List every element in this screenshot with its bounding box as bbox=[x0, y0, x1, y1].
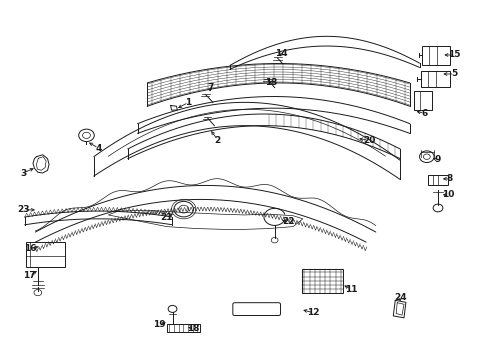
Text: 2: 2 bbox=[214, 135, 221, 144]
Text: 12: 12 bbox=[306, 308, 319, 317]
Text: 14: 14 bbox=[274, 49, 286, 58]
Text: 21: 21 bbox=[160, 213, 173, 222]
Text: 19: 19 bbox=[153, 320, 165, 329]
Text: 18: 18 bbox=[187, 324, 199, 333]
Text: 5: 5 bbox=[450, 69, 457, 78]
Text: 9: 9 bbox=[433, 155, 440, 164]
Text: 17: 17 bbox=[23, 271, 36, 280]
Text: 7: 7 bbox=[207, 83, 213, 92]
Text: 6: 6 bbox=[421, 109, 427, 118]
Text: 11: 11 bbox=[345, 285, 357, 294]
Text: 20: 20 bbox=[362, 136, 374, 145]
Text: 24: 24 bbox=[393, 293, 406, 302]
Text: 15: 15 bbox=[447, 50, 460, 59]
Text: 4: 4 bbox=[95, 144, 102, 153]
Text: 3: 3 bbox=[20, 168, 26, 177]
Text: 16: 16 bbox=[24, 244, 37, 253]
Text: 8: 8 bbox=[446, 174, 452, 183]
Text: 1: 1 bbox=[185, 98, 191, 107]
Text: 10: 10 bbox=[442, 190, 454, 199]
Text: 22: 22 bbox=[282, 217, 294, 226]
Text: 13: 13 bbox=[265, 78, 277, 87]
Text: 23: 23 bbox=[18, 206, 30, 215]
